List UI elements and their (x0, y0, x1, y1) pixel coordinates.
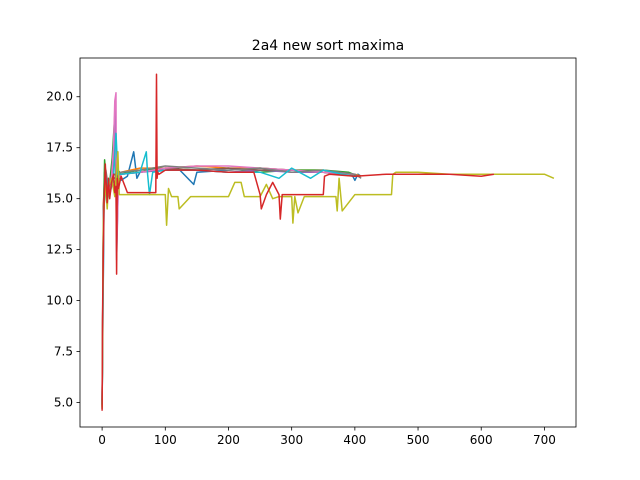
x-tick-label: 100 (154, 433, 177, 447)
series-group (101, 73, 555, 411)
axes: 0 100 200 300 400 500 600 700 5.0 7.5 10.0 12.5 15.0… (46, 57, 577, 447)
x-tick-label: 400 (343, 433, 366, 447)
chart-title: 2a4 new sort maxima (252, 38, 404, 54)
x-tick-label: 500 (407, 433, 430, 447)
y-tick-label: 17.5 (46, 141, 73, 155)
x-tick-label: 0 (98, 433, 106, 447)
x-tick-label: 300 (280, 433, 303, 447)
y-tick-label: 10.0 (46, 294, 73, 308)
x-tick-label: 200 (217, 433, 240, 447)
y-tick-label: 12.5 (46, 243, 73, 257)
y-tick-label: 5.0 (54, 396, 73, 410)
y-tick-label: 20.0 (46, 90, 73, 104)
y-tick-label: 15.0 (46, 192, 73, 206)
x-tick-label: 600 (470, 433, 493, 447)
series-line-9 (101, 73, 495, 411)
axes-frame (79, 57, 577, 428)
x-tick-label: 700 (533, 433, 556, 447)
y-tick-label: 7.5 (54, 345, 73, 359)
plot-area (101, 73, 555, 411)
